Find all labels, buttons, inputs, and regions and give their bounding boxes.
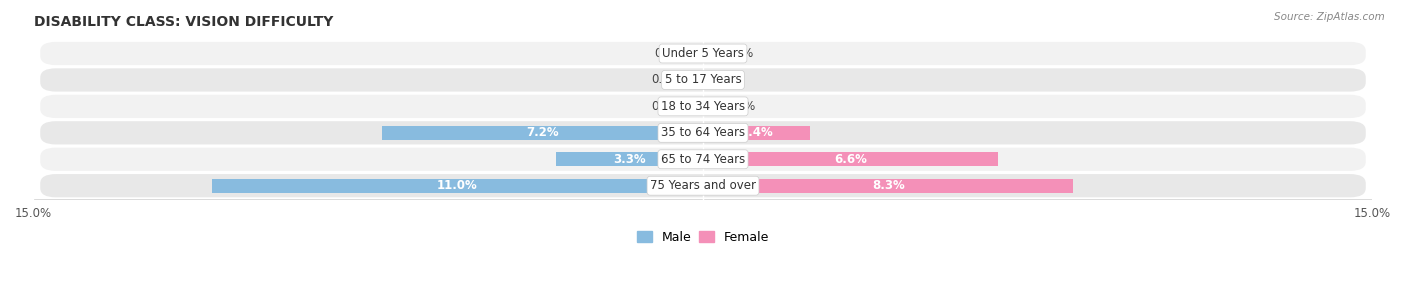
Text: 3.3%: 3.3%	[613, 153, 645, 166]
Text: 0.16%: 0.16%	[718, 100, 755, 113]
FancyBboxPatch shape	[41, 68, 1365, 92]
Text: Source: ZipAtlas.com: Source: ZipAtlas.com	[1274, 12, 1385, 22]
Bar	[703, 126, 810, 140]
FancyBboxPatch shape	[41, 148, 1365, 171]
Bar	[555, 152, 703, 166]
Bar	[703, 152, 997, 166]
Text: 65 to 74 Years: 65 to 74 Years	[661, 153, 745, 166]
Text: 75 Years and over: 75 Years and over	[650, 179, 756, 192]
Text: DISABILITY CLASS: VISION DIFFICULTY: DISABILITY CLASS: VISION DIFFICULTY	[34, 15, 333, 29]
Bar	[703, 47, 707, 60]
Text: 8.3%: 8.3%	[872, 179, 904, 192]
Bar	[703, 179, 1073, 193]
Text: 0.09%: 0.09%	[654, 47, 690, 60]
Bar	[212, 179, 703, 193]
Text: 0.15%: 0.15%	[651, 74, 689, 86]
FancyBboxPatch shape	[41, 95, 1365, 118]
Bar	[381, 126, 703, 140]
Bar	[703, 99, 710, 113]
FancyBboxPatch shape	[41, 42, 1365, 65]
Bar	[696, 99, 703, 113]
FancyBboxPatch shape	[41, 174, 1365, 197]
Text: 7.2%: 7.2%	[526, 126, 558, 139]
Text: 35 to 64 Years: 35 to 64 Years	[661, 126, 745, 139]
FancyBboxPatch shape	[41, 121, 1365, 144]
Text: 2.4%: 2.4%	[740, 126, 773, 139]
Text: 5 to 17 Years: 5 to 17 Years	[665, 74, 741, 86]
Text: 0.15%: 0.15%	[651, 100, 689, 113]
Text: 11.0%: 11.0%	[437, 179, 478, 192]
Bar	[696, 73, 703, 87]
Legend: Male, Female: Male, Female	[631, 226, 775, 249]
Text: 18 to 34 Years: 18 to 34 Years	[661, 100, 745, 113]
Text: 0.11%: 0.11%	[716, 47, 754, 60]
Text: 0.0%: 0.0%	[711, 74, 741, 86]
Text: 6.6%: 6.6%	[834, 153, 866, 166]
Text: Under 5 Years: Under 5 Years	[662, 47, 744, 60]
Bar	[699, 47, 703, 60]
